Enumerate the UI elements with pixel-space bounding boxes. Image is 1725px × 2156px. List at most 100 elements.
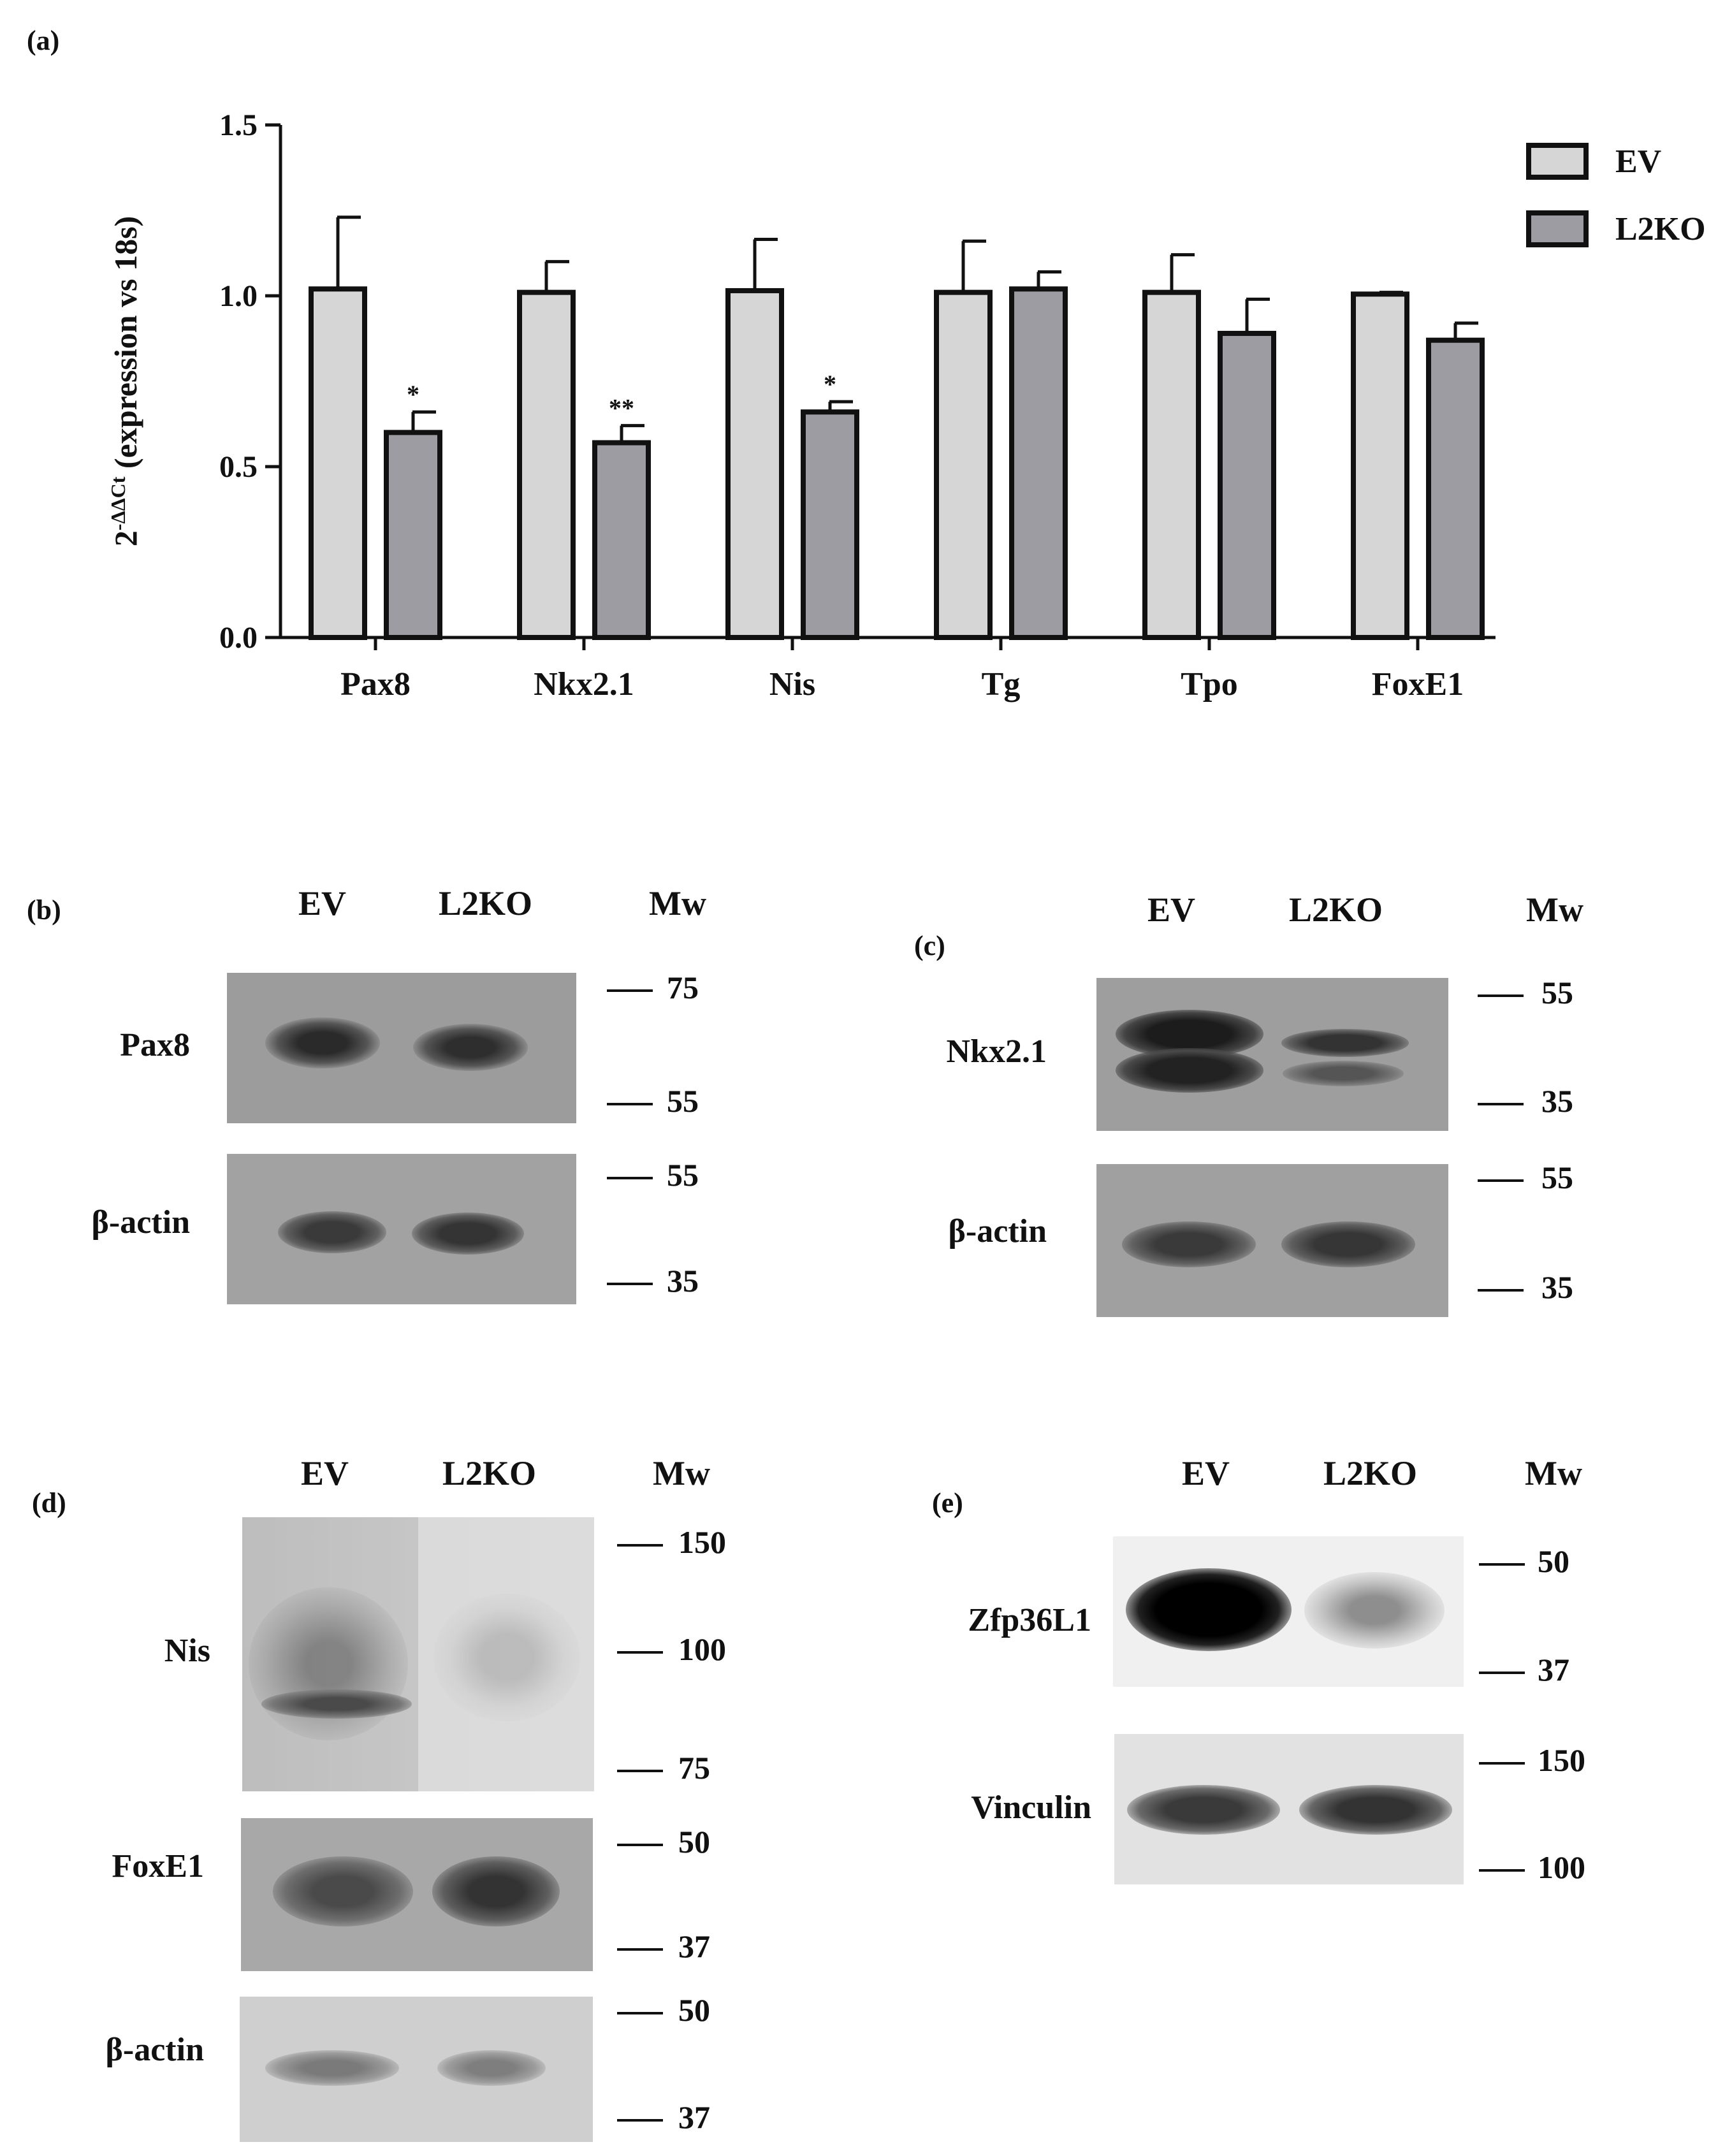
mw-tick xyxy=(1478,994,1524,997)
blot-row-label: Vinculin xyxy=(971,1789,1091,1826)
band-ev xyxy=(1122,1221,1256,1267)
band-l2ko xyxy=(413,1024,528,1071)
mw-tick xyxy=(617,2012,663,2014)
lane-label-ev: EV xyxy=(301,1454,349,1492)
legend-label: L2KO xyxy=(1615,211,1706,247)
bar-l2ko xyxy=(1426,337,1485,640)
band-ev xyxy=(1126,1568,1292,1651)
blot-row-label: Pax8 xyxy=(120,1027,190,1063)
blot-zfp36l1 xyxy=(1113,1536,1464,1687)
lane-label-ev: EV xyxy=(1182,1454,1230,1492)
blot-row-label: Nis xyxy=(164,1633,210,1669)
mw-marker: 75 xyxy=(678,1750,710,1786)
lane-label-l2ko: L2KO xyxy=(442,1454,537,1492)
y-axis-label: 2-ΔΔCt (expression vs 18s) xyxy=(106,216,143,546)
panel-label-e: (e) xyxy=(932,1487,963,1519)
mw-marker: 50 xyxy=(678,1824,710,1860)
x-tick-label: Tpo xyxy=(1181,666,1238,703)
mw-marker: 37 xyxy=(678,1928,710,1964)
mw-label: Mw xyxy=(1525,1454,1582,1492)
bar-chart: 0.0 0.5 1.0 1.5 2-ΔΔCt (expression vs 18s) * P… xyxy=(106,108,1706,703)
mw-tick xyxy=(617,1651,663,1654)
mw-marker: 75 xyxy=(667,970,699,1005)
blot-row-label: β-actin xyxy=(105,2032,204,2068)
mw-marker: 37 xyxy=(1538,1652,1569,1687)
band-ev xyxy=(265,2050,399,2086)
mw-marker: 55 xyxy=(667,1157,699,1193)
mw-tick xyxy=(617,1844,663,1846)
bar-ev xyxy=(517,289,576,640)
blot-row-label: Zfp36L1 xyxy=(968,1602,1091,1638)
blot-beta-actin xyxy=(1096,1164,1448,1317)
panel-label-c: (c) xyxy=(914,930,945,961)
bar-l2ko xyxy=(592,440,651,640)
mw-marker: 35 xyxy=(1541,1269,1573,1305)
band-l2ko xyxy=(1281,1029,1409,1057)
x-tick-label: Pax8 xyxy=(340,666,411,703)
y-tick-label: 0.0 xyxy=(219,621,258,655)
lane-label-ev: EV xyxy=(1147,891,1196,929)
band-l2ko xyxy=(1304,1572,1445,1649)
band-l2ko xyxy=(432,1856,560,1927)
lane-label-ev: EV xyxy=(298,884,347,922)
mw-tick xyxy=(617,2119,663,2122)
significance-label: ** xyxy=(609,394,634,423)
panel-label-a: (a) xyxy=(27,25,60,56)
mw-marker: 35 xyxy=(667,1263,699,1299)
lane-label-l2ko: L2KO xyxy=(439,884,533,922)
legend-swatch xyxy=(1526,143,1589,180)
mw-tick xyxy=(1479,1869,1525,1872)
x-tick-label: Tg xyxy=(982,666,1021,703)
mw-label: Mw xyxy=(653,1454,710,1492)
significance-label: * xyxy=(407,380,419,409)
bar-l2ko xyxy=(1009,286,1068,640)
bar-l2ko xyxy=(801,409,859,640)
mw-tick xyxy=(617,1544,663,1547)
band-ev xyxy=(265,1017,380,1068)
blot-pax8 xyxy=(227,973,576,1123)
legend-label: EV xyxy=(1615,143,1661,180)
mw-tick xyxy=(607,1177,653,1179)
mw-marker: 150 xyxy=(1538,1742,1585,1778)
bar-ev xyxy=(1142,289,1201,640)
mw-tick xyxy=(1479,1672,1525,1674)
mw-marker: 100 xyxy=(678,1631,726,1667)
blot-vinculin xyxy=(1114,1734,1464,1884)
mw-marker: 55 xyxy=(667,1083,699,1119)
bar-ev xyxy=(725,288,784,640)
blot-row-label: Nkx2.1 xyxy=(946,1033,1047,1070)
panel-label-b: (b) xyxy=(27,894,61,926)
blot-beta-actin xyxy=(240,1997,593,2142)
mw-tick xyxy=(1478,1289,1524,1292)
mw-tick xyxy=(607,989,653,992)
blot-row-label: FoxE1 xyxy=(112,1848,204,1884)
bar-ev xyxy=(1351,291,1409,640)
x-tick-label: Nkx2.1 xyxy=(534,666,634,703)
bar-l2ko xyxy=(384,430,442,641)
mw-tick xyxy=(1478,1179,1524,1182)
mw-tick xyxy=(1479,1563,1525,1566)
panel-label-d: (d) xyxy=(32,1487,66,1519)
band-l2ko xyxy=(1299,1785,1452,1835)
blot-row-label: β-actin xyxy=(91,1204,190,1241)
lane-label-l2ko: L2KO xyxy=(1323,1454,1418,1492)
band-l2ko xyxy=(1283,1061,1404,1086)
band-l2ko xyxy=(437,2050,546,2086)
x-tick-label: FoxE1 xyxy=(1372,666,1464,703)
mw-tick xyxy=(617,1948,663,1951)
y-tick-label: 1.0 xyxy=(219,279,258,313)
mw-marker: 55 xyxy=(1541,975,1573,1010)
mw-marker: 150 xyxy=(678,1524,726,1560)
bar-ev xyxy=(934,289,993,640)
mw-tick xyxy=(1479,1762,1525,1765)
band-ev xyxy=(1116,1048,1263,1093)
lane-label-l2ko: L2KO xyxy=(1289,891,1383,929)
x-tick-label: Nis xyxy=(769,666,815,703)
legend-swatch xyxy=(1526,210,1589,247)
blot-beta-actin xyxy=(227,1154,576,1304)
mw-tick xyxy=(607,1103,653,1105)
bar-l2ko xyxy=(1218,330,1276,641)
significance-label: * xyxy=(824,370,836,398)
band-l2ko xyxy=(412,1213,524,1255)
bar-ev xyxy=(309,286,367,640)
